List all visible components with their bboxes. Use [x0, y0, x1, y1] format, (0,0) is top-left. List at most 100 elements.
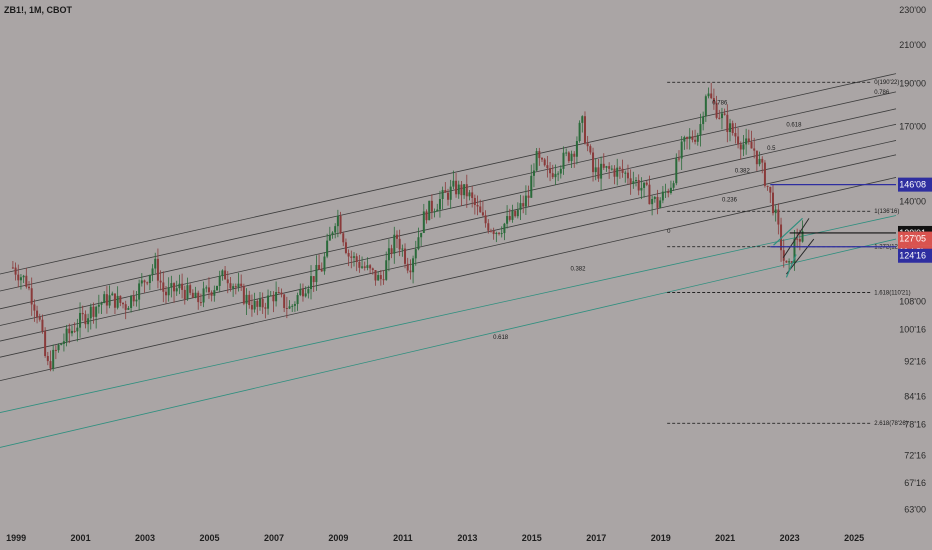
fib-level-label: 1.618(110'21) — [874, 290, 910, 296]
candle-body — [226, 279, 229, 284]
candle-body — [377, 275, 380, 281]
channel-base — [0, 177, 897, 382]
candle-body — [334, 226, 337, 233]
candle-body — [621, 168, 624, 173]
candle-body — [189, 285, 192, 293]
candle-body — [387, 248, 390, 261]
candle-body — [68, 328, 71, 334]
candle-body — [769, 186, 772, 193]
symbol-label[interactable]: ZB1!, 1M, CBOT — [4, 5, 73, 15]
candle-body — [277, 292, 280, 294]
candle-body — [395, 234, 398, 239]
candle-body — [460, 184, 463, 196]
candle-body — [653, 196, 656, 200]
candle-body — [28, 286, 31, 289]
candle-body — [52, 349, 55, 369]
candle-body — [224, 270, 227, 280]
candle-body — [586, 143, 589, 147]
candle-body — [763, 162, 766, 186]
candle-body — [573, 153, 576, 157]
candle-body — [798, 239, 801, 242]
fan-level-label: 0.618 — [493, 335, 509, 341]
candle-body — [60, 343, 63, 345]
candle-body — [455, 180, 458, 195]
candle-body — [753, 148, 756, 151]
candle-body — [731, 123, 734, 133]
candle-body — [581, 116, 584, 123]
candle-body — [97, 304, 100, 307]
candle-body — [122, 302, 125, 305]
channel-top — [0, 73, 897, 275]
candle-body — [508, 216, 511, 220]
candle-body — [213, 290, 216, 296]
candle-body — [310, 276, 313, 290]
candle-body — [178, 283, 181, 289]
candle-body — [113, 293, 116, 308]
candle-body — [205, 287, 208, 289]
candle-body — [546, 165, 549, 169]
candle-body — [409, 270, 412, 273]
candle-body — [143, 280, 146, 283]
candle-body — [11, 267, 14, 269]
candle-body — [19, 277, 22, 281]
candle-body — [495, 232, 498, 235]
candle-body — [530, 175, 533, 198]
candle-body — [575, 141, 578, 157]
candle-body — [629, 178, 632, 184]
candle-body — [720, 113, 723, 119]
candle-body — [750, 141, 753, 149]
y-tick-label: 84'16 — [904, 391, 926, 401]
candle-body — [551, 173, 554, 178]
candle-body — [707, 93, 710, 97]
fan-level-label: 0 — [667, 229, 671, 235]
channel-mid4 — [0, 140, 897, 342]
fib-level-label: 2.618(78'26) — [874, 421, 908, 427]
candle-body — [796, 238, 799, 240]
x-tick-label: 2013 — [457, 533, 477, 543]
wedge-lower-line — [786, 238, 815, 275]
x-tick-label: 2009 — [328, 533, 348, 543]
y-tick-label: 170'00 — [899, 122, 926, 132]
candle-body — [234, 286, 237, 288]
candles-layer — [11, 82, 804, 372]
candle-body — [385, 260, 388, 280]
candle-body — [323, 256, 326, 272]
candle-body — [253, 300, 256, 310]
support-price-label: 124'16 — [899, 251, 926, 261]
y-tick-label: 108'00 — [899, 297, 926, 307]
candle-body — [489, 230, 492, 232]
teal-trendline — [773, 217, 803, 246]
candle-body — [70, 330, 73, 334]
candle-body — [473, 197, 476, 206]
fan-level-label: 0.618 — [786, 123, 802, 129]
candle-body — [589, 146, 592, 153]
candle-body — [412, 258, 415, 273]
candle-body — [197, 292, 200, 303]
candle-body — [715, 102, 718, 118]
candle-body — [500, 233, 503, 235]
fib-fan-0382-line — [0, 215, 897, 413]
candle-body — [194, 292, 197, 298]
candle-body — [506, 216, 509, 224]
candle-body — [492, 230, 495, 235]
candle-body — [594, 167, 597, 173]
candle-body — [788, 261, 791, 263]
fan-level-label: 0.236 — [722, 197, 738, 203]
symbol-header[interactable]: ZB1!, 1M, CBOT — [4, 5, 72, 15]
candle-body — [425, 211, 428, 221]
candle-body — [616, 167, 619, 177]
candle-body — [444, 190, 447, 193]
candle-body — [299, 289, 302, 296]
candle-body — [597, 167, 600, 179]
candle-body — [541, 158, 544, 160]
candle-body — [25, 275, 28, 287]
candle-body — [449, 186, 452, 200]
candle-body — [371, 268, 374, 271]
candle-body — [339, 215, 342, 234]
candle-body — [100, 303, 103, 305]
candle-body — [269, 295, 272, 297]
x-tick-label: 2003 — [135, 533, 155, 543]
candle-body — [514, 210, 517, 217]
